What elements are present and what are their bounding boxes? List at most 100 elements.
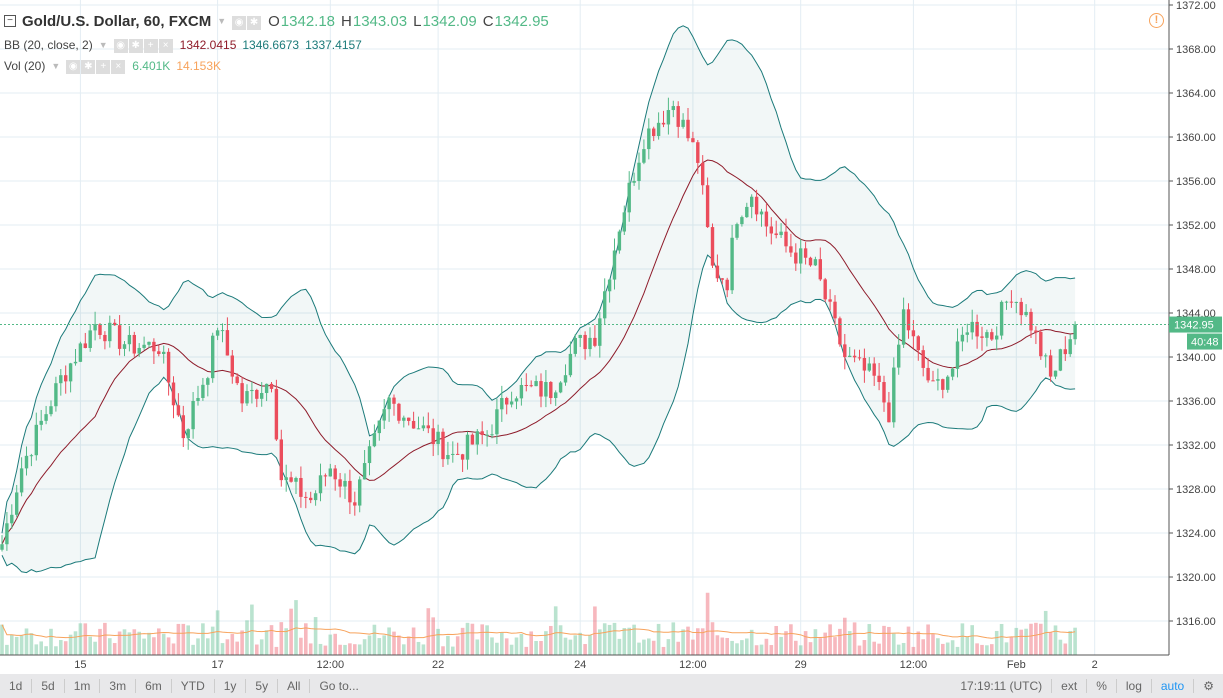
candle-body — [377, 420, 381, 434]
chevron-down-icon[interactable]: ▼ — [51, 61, 61, 71]
goto-button[interactable]: Go to... — [319, 679, 359, 693]
volume-bar — [990, 644, 994, 655]
alert-icon[interactable]: ! — [1149, 13, 1164, 28]
candle-body — [823, 279, 827, 300]
candle-body — [877, 375, 881, 383]
volume-bar — [666, 639, 671, 655]
volume-bar — [1048, 632, 1053, 655]
candle-body — [583, 334, 587, 350]
close-icon[interactable]: × — [158, 39, 173, 53]
plus-icon[interactable]: + — [143, 39, 158, 53]
ext-toggle[interactable]: ext — [1052, 679, 1088, 693]
volume-bar — [916, 631, 921, 655]
volume-bar — [798, 645, 803, 655]
candle-body — [402, 417, 406, 421]
eye-icon[interactable]: ◉ — [66, 60, 81, 74]
candle-body — [985, 332, 989, 338]
vol-label[interactable]: Vol (20) — [4, 59, 46, 73]
candle-body — [524, 384, 528, 386]
volume-bar — [754, 645, 759, 655]
volume-bar — [210, 626, 215, 655]
range-all[interactable]: All — [278, 679, 311, 693]
eye-icon[interactable]: ◉ — [232, 16, 247, 30]
volume-bar — [1024, 628, 1028, 655]
candle-body — [309, 497, 313, 501]
volume-bar — [656, 623, 661, 655]
candle-body — [926, 367, 930, 381]
candle-body — [108, 322, 112, 342]
bollinger-fill — [2, 25, 1076, 573]
range-1m[interactable]: 1m — [65, 679, 101, 693]
volume-bar — [176, 623, 181, 655]
range-1d[interactable]: 1d — [0, 679, 33, 693]
volume-bar — [338, 644, 342, 655]
volume-bar — [975, 643, 979, 655]
range-5d[interactable]: 5d — [32, 679, 65, 693]
volume-bar — [255, 644, 259, 655]
candle-body — [362, 463, 367, 480]
candle-body — [421, 425, 426, 429]
range-5y[interactable]: 5y — [246, 679, 279, 693]
volume-bar — [960, 623, 965, 655]
range-1y[interactable]: 1y — [215, 679, 247, 693]
gear-icon[interactable]: ✱ — [81, 60, 96, 74]
symbol-title[interactable]: Gold/U.S. Dollar, 60, FXCM — [22, 12, 212, 30]
clock[interactable]: 17:19:11 (UTC) — [951, 679, 1053, 693]
volume-bar — [852, 622, 857, 655]
candle-body — [554, 392, 558, 399]
gear-icon[interactable]: ✱ — [128, 39, 143, 53]
volume-bar — [504, 638, 509, 655]
volume-bar — [485, 625, 489, 655]
eye-icon[interactable]: ◉ — [113, 39, 128, 53]
volume-bar — [1063, 643, 1068, 655]
bb-label[interactable]: BB (20, close, 2) — [4, 38, 93, 52]
volume-bar — [465, 622, 470, 655]
volume-bar — [274, 646, 279, 655]
chevron-down-icon[interactable]: ▼ — [217, 16, 227, 26]
candle-body — [691, 138, 695, 143]
volume-bar — [122, 629, 127, 655]
volume-bar — [715, 635, 720, 655]
volume-bar — [980, 644, 984, 655]
gear-icon[interactable]: ✱ — [247, 16, 262, 30]
candle-body — [1048, 355, 1053, 377]
candle-body — [49, 406, 53, 415]
volume-bar — [994, 630, 999, 655]
bollinger-upper-line — [1, 25, 1076, 534]
percent-toggle[interactable]: % — [1087, 679, 1117, 693]
auto-toggle[interactable]: auto — [1152, 679, 1195, 693]
candle-body — [671, 106, 675, 111]
volume-bar — [725, 637, 729, 655]
candle-body — [34, 424, 38, 456]
volume-bar — [691, 639, 695, 655]
bb-lower: 1337.4157 — [305, 38, 362, 52]
price-tick-label: 1368.00 — [1176, 44, 1216, 56]
range-6m[interactable]: 6m — [136, 679, 172, 693]
candle-body — [59, 375, 63, 384]
close-value: 1342.95 — [494, 12, 549, 30]
plus-icon[interactable]: + — [96, 60, 111, 74]
range-3m[interactable]: 3m — [100, 679, 137, 693]
candle-body — [333, 468, 337, 480]
volume-bar — [1039, 623, 1043, 655]
volume-bar — [936, 638, 940, 655]
price-chart[interactable]: 1372.00 1368.00 1364.00 1360.00 1356.00 1352.… — [0, 0, 1223, 674]
time-tick-label: 2 — [1092, 659, 1098, 671]
candle-body — [715, 265, 720, 279]
collapse-icon[interactable]: − — [4, 15, 16, 27]
last-price-label: 1342.95 — [1174, 320, 1214, 332]
range-ytd[interactable]: YTD — [172, 679, 215, 693]
volume-bar — [78, 623, 83, 655]
candle-body — [784, 231, 788, 247]
settings-gear-icon[interactable]: ⚙ — [1203, 679, 1214, 693]
candle-body — [0, 544, 4, 550]
candle-body — [725, 279, 729, 291]
chevron-down-icon[interactable]: ▼ — [98, 40, 108, 50]
candle-body — [637, 162, 641, 181]
log-toggle[interactable]: log — [1117, 679, 1152, 693]
volume-bar — [157, 628, 161, 655]
close-icon[interactable]: × — [111, 60, 126, 74]
volume-bar — [147, 632, 151, 655]
candle-body — [88, 330, 92, 348]
candle-body — [225, 330, 230, 356]
